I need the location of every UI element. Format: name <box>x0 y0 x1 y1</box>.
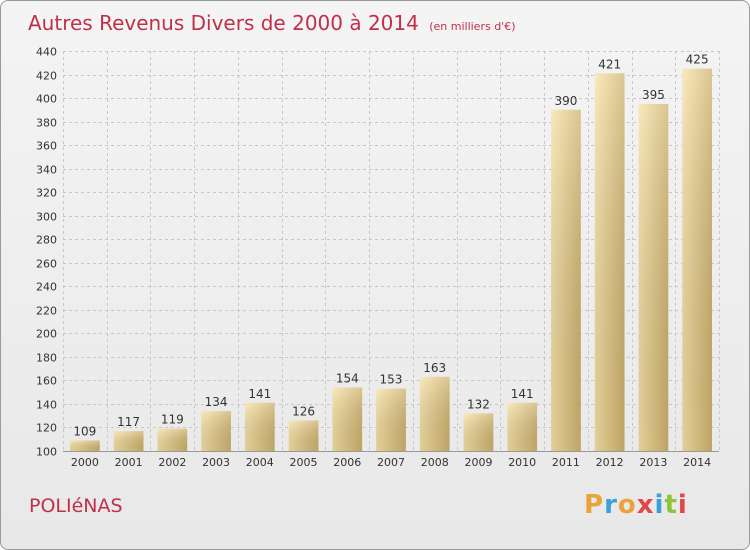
y-tick-label: 400 <box>36 93 57 106</box>
bar-shade <box>113 431 144 451</box>
data-label: 119 <box>161 413 184 427</box>
y-tick-label: 120 <box>36 422 57 435</box>
data-label: 153 <box>380 373 403 387</box>
x-tick-label: 2009 <box>464 456 492 469</box>
x-tick-label: 2007 <box>377 456 405 469</box>
y-tick-label: 160 <box>36 375 57 388</box>
x-tick-label: 2003 <box>202 456 230 469</box>
y-tick-label: 220 <box>36 305 57 318</box>
data-label: 395 <box>642 88 665 102</box>
data-label: 154 <box>336 371 359 385</box>
logo-letter: P <box>584 490 605 520</box>
y-tick-label: 280 <box>36 234 57 247</box>
data-label: 109 <box>73 424 96 438</box>
x-tick-label: 2005 <box>290 456 318 469</box>
logo-letter: i <box>677 490 688 520</box>
x-tick-label: 2008 <box>421 456 449 469</box>
logo-letter: i <box>654 490 665 520</box>
y-tick-label: 100 <box>36 446 57 459</box>
x-tick-label: 2011 <box>552 456 580 469</box>
x-tick-label: 2002 <box>158 456 186 469</box>
y-tick-label: 260 <box>36 258 57 271</box>
bar-shade <box>638 103 669 452</box>
bar-shade <box>419 376 450 451</box>
x-tick-label: 2013 <box>639 456 667 469</box>
data-label: 134 <box>205 395 228 409</box>
y-tick-label: 300 <box>36 211 57 224</box>
y-tick-label: 200 <box>36 328 57 341</box>
data-label: 421 <box>598 57 621 71</box>
chart-subtitle: (en milliers d'€) <box>429 20 516 33</box>
logo-letter: x <box>636 490 655 520</box>
chart-title: Autres Revenus Divers de 2000 à 2014 (en… <box>28 11 516 35</box>
y-tick-label: 340 <box>36 164 57 177</box>
data-label: 163 <box>423 361 446 375</box>
x-tick-label: 2014 <box>683 456 711 469</box>
label-layer: 109 117 119 134 141 126 154 153 163 132 141 390 421 3… <box>73 53 708 439</box>
data-label: 132 <box>467 397 490 411</box>
data-label: 141 <box>511 387 534 401</box>
y-tick-label: 180 <box>36 352 57 365</box>
bar-shade <box>376 388 406 451</box>
x-tick-label: 2010 <box>508 456 536 469</box>
logo-letter: o <box>617 490 637 520</box>
commune-name: POLIéNAS <box>29 495 123 517</box>
axis-layer: 100 120 140 160 180 200 220 240 260 280 300 320 340 3… <box>36 46 719 469</box>
bar-shade <box>551 109 581 451</box>
bar-shade <box>288 420 319 451</box>
bar-shade <box>244 402 275 451</box>
data-label: 425 <box>686 53 709 67</box>
y-tick-label: 140 <box>36 399 57 412</box>
proxiti-logo: Proxiti <box>584 490 688 520</box>
data-label: 141 <box>248 387 271 401</box>
logo-letter: t <box>664 490 678 520</box>
x-tick-label: 2001 <box>115 456 143 469</box>
x-tick-label: 2012 <box>596 456 624 469</box>
y-tick-label: 240 <box>36 281 57 294</box>
bar-shade <box>682 68 713 451</box>
chart-title-text: Autres Revenus Divers de 2000 à 2014 <box>28 11 419 35</box>
logo-letter: r <box>604 490 618 520</box>
data-label: 390 <box>554 94 577 108</box>
bar-shade <box>69 440 100 451</box>
bar-layer <box>69 68 713 452</box>
y-tick-label: 440 <box>36 46 57 59</box>
x-tick-label: 2000 <box>71 456 99 469</box>
x-tick-label: 2004 <box>246 456 274 469</box>
bar-shade <box>594 73 625 452</box>
y-tick-label: 360 <box>36 140 57 153</box>
bar-shade <box>157 428 188 451</box>
bar-shade <box>507 402 538 451</box>
bar-shade <box>332 387 363 451</box>
x-tick-label: 2006 <box>333 456 361 469</box>
y-tick-label: 320 <box>36 187 57 200</box>
y-tick-label: 380 <box>36 117 57 130</box>
bar-shade <box>201 411 231 451</box>
y-tick-label: 420 <box>36 70 57 83</box>
bar-shade <box>463 413 494 451</box>
data-label: 126 <box>292 404 315 418</box>
data-label: 117 <box>117 415 140 429</box>
